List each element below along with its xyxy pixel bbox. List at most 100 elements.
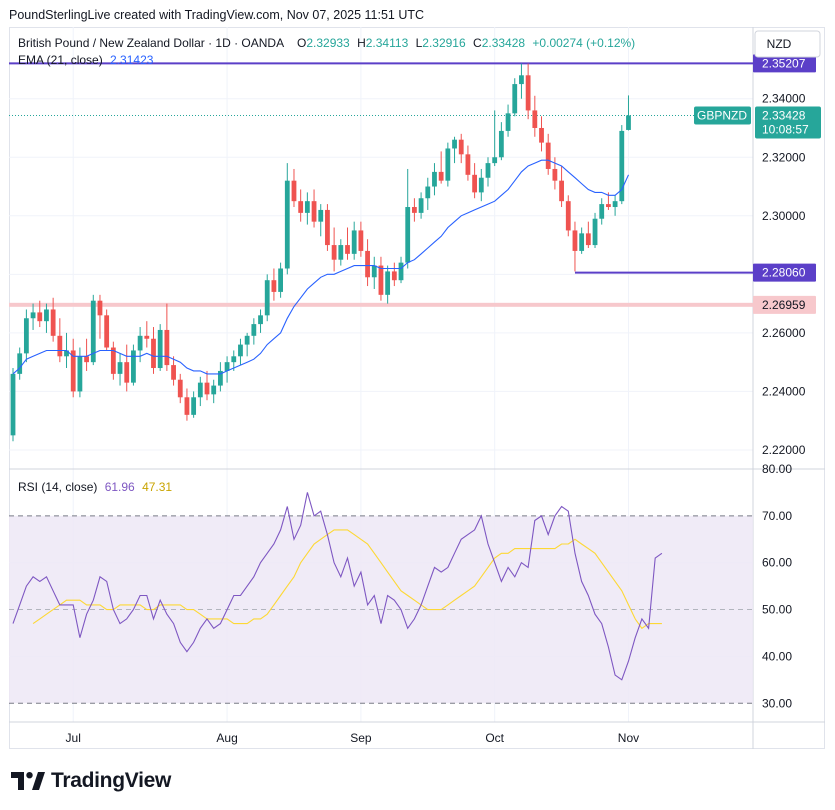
candle-body xyxy=(565,201,571,231)
time-tick-label: Aug xyxy=(216,731,237,745)
ema-legend[interactable]: EMA (21, close) 2.31423 xyxy=(18,53,154,67)
candle-body xyxy=(438,171,444,181)
candle-body xyxy=(37,312,43,322)
candle-body xyxy=(425,186,431,199)
tag-level-mid-text: 2.28060 xyxy=(762,266,806,280)
candle-body xyxy=(331,245,337,260)
rsi-ma-line xyxy=(32,529,662,630)
candle-body xyxy=(478,177,484,193)
candle-body xyxy=(412,207,417,213)
tradingview-logo[interactable]: TradingView xyxy=(11,768,171,794)
tag-level-low-bg xyxy=(753,295,816,314)
price-tick-label: 2.30000 xyxy=(762,209,806,223)
ohlc-high: 2.34113 xyxy=(366,36,409,50)
candle-body xyxy=(191,397,197,415)
candle-body xyxy=(151,338,156,369)
candle-body xyxy=(264,280,270,316)
ohlc-open: 2.32933 xyxy=(306,36,350,50)
candle-body xyxy=(197,382,203,398)
candle-body xyxy=(445,148,451,181)
candle-body xyxy=(385,271,391,295)
candle-body xyxy=(117,362,123,374)
rsi-lines-group xyxy=(12,492,663,681)
rsi-value: 61.96 xyxy=(105,480,135,494)
candle-body xyxy=(519,75,524,85)
candle-body xyxy=(552,168,558,181)
candle-body xyxy=(358,230,364,251)
candle-body xyxy=(391,271,397,281)
ohlc-low: 2.32916 xyxy=(422,36,466,50)
candle-body xyxy=(626,115,631,130)
candle-body xyxy=(365,250,370,278)
candle-body xyxy=(271,280,277,292)
ohlc-l-label: L xyxy=(416,36,423,50)
candle-body xyxy=(606,204,611,208)
levels-group xyxy=(9,62,753,307)
candle-body xyxy=(458,139,464,155)
rsi-tick-label: 50.00 xyxy=(762,603,792,617)
candle-body xyxy=(90,300,96,363)
ohlc-close: 2.33428 xyxy=(482,36,526,50)
candle-body xyxy=(124,362,130,383)
candle-body xyxy=(525,75,531,111)
candle-body xyxy=(284,180,290,269)
attribution-text: PoundSterlingLive created with TradingVi… xyxy=(9,8,425,22)
price-tick-label: 2.24000 xyxy=(762,384,806,398)
ohlc-o-label: O xyxy=(297,36,306,50)
candle-body xyxy=(532,110,538,128)
candle-body xyxy=(498,130,504,158)
candle-body xyxy=(579,233,585,251)
candle-body xyxy=(592,218,598,246)
rsi-ma-value: 47.31 xyxy=(142,480,172,494)
tradingview-logo-icon xyxy=(11,772,45,790)
ema-label: EMA (21, close) xyxy=(18,53,103,67)
candle-body xyxy=(10,373,16,436)
symbol-title[interactable]: British Pound / New Zealand Dollar · 1D … xyxy=(18,36,284,50)
candle-body xyxy=(318,209,324,222)
time-tick-label: Oct xyxy=(485,731,504,745)
tag-countdown: 10:08:57 xyxy=(762,122,809,136)
tag-level-top-bg xyxy=(753,54,816,73)
candle-body xyxy=(539,127,544,143)
candle-body xyxy=(17,353,23,374)
candle-body xyxy=(244,335,250,345)
candle-body xyxy=(612,201,618,208)
candle-body xyxy=(164,329,170,366)
candle-body xyxy=(432,171,437,187)
candle-body xyxy=(231,356,237,363)
rsi-band-group xyxy=(9,515,753,704)
candle-body xyxy=(345,245,350,254)
tag-level-top-text: 2.35207 xyxy=(762,56,806,70)
candles-group[interactable] xyxy=(10,63,631,442)
candle-body xyxy=(378,265,384,295)
ema-line xyxy=(12,159,630,375)
tag-symbol-bg xyxy=(694,106,751,125)
price-tick-label: 2.34000 xyxy=(762,92,806,106)
candle-body xyxy=(545,142,551,169)
currency-button[interactable] xyxy=(754,30,821,58)
candle-body xyxy=(251,324,257,336)
candle-body xyxy=(157,329,163,369)
rsi-tick-label: 70.00 xyxy=(762,509,792,523)
candle-body xyxy=(104,315,110,348)
candle-body xyxy=(505,113,511,131)
candle-body xyxy=(110,347,116,374)
tag-level-mid-bg xyxy=(753,263,816,282)
candle-body xyxy=(84,356,89,363)
candle-body xyxy=(97,300,103,316)
rsi-tick-label: 60.00 xyxy=(762,556,792,570)
candle-body xyxy=(171,365,176,380)
candle-body xyxy=(599,204,605,219)
rsi-label: RSI (14, close) xyxy=(18,480,97,494)
ohlc-c-label: C xyxy=(473,36,482,50)
candle-body xyxy=(144,335,150,339)
candle-body xyxy=(50,309,56,336)
candle-body xyxy=(70,350,76,392)
rsi-legend[interactable]: RSI (14, close) 61.96 47.31 xyxy=(18,480,172,494)
time-tick-label: Jul xyxy=(66,731,81,745)
candle-body xyxy=(258,315,263,325)
currency-label: NZD xyxy=(767,37,792,51)
price-tick-label: 2.26000 xyxy=(762,326,806,340)
candle-body xyxy=(311,201,317,222)
